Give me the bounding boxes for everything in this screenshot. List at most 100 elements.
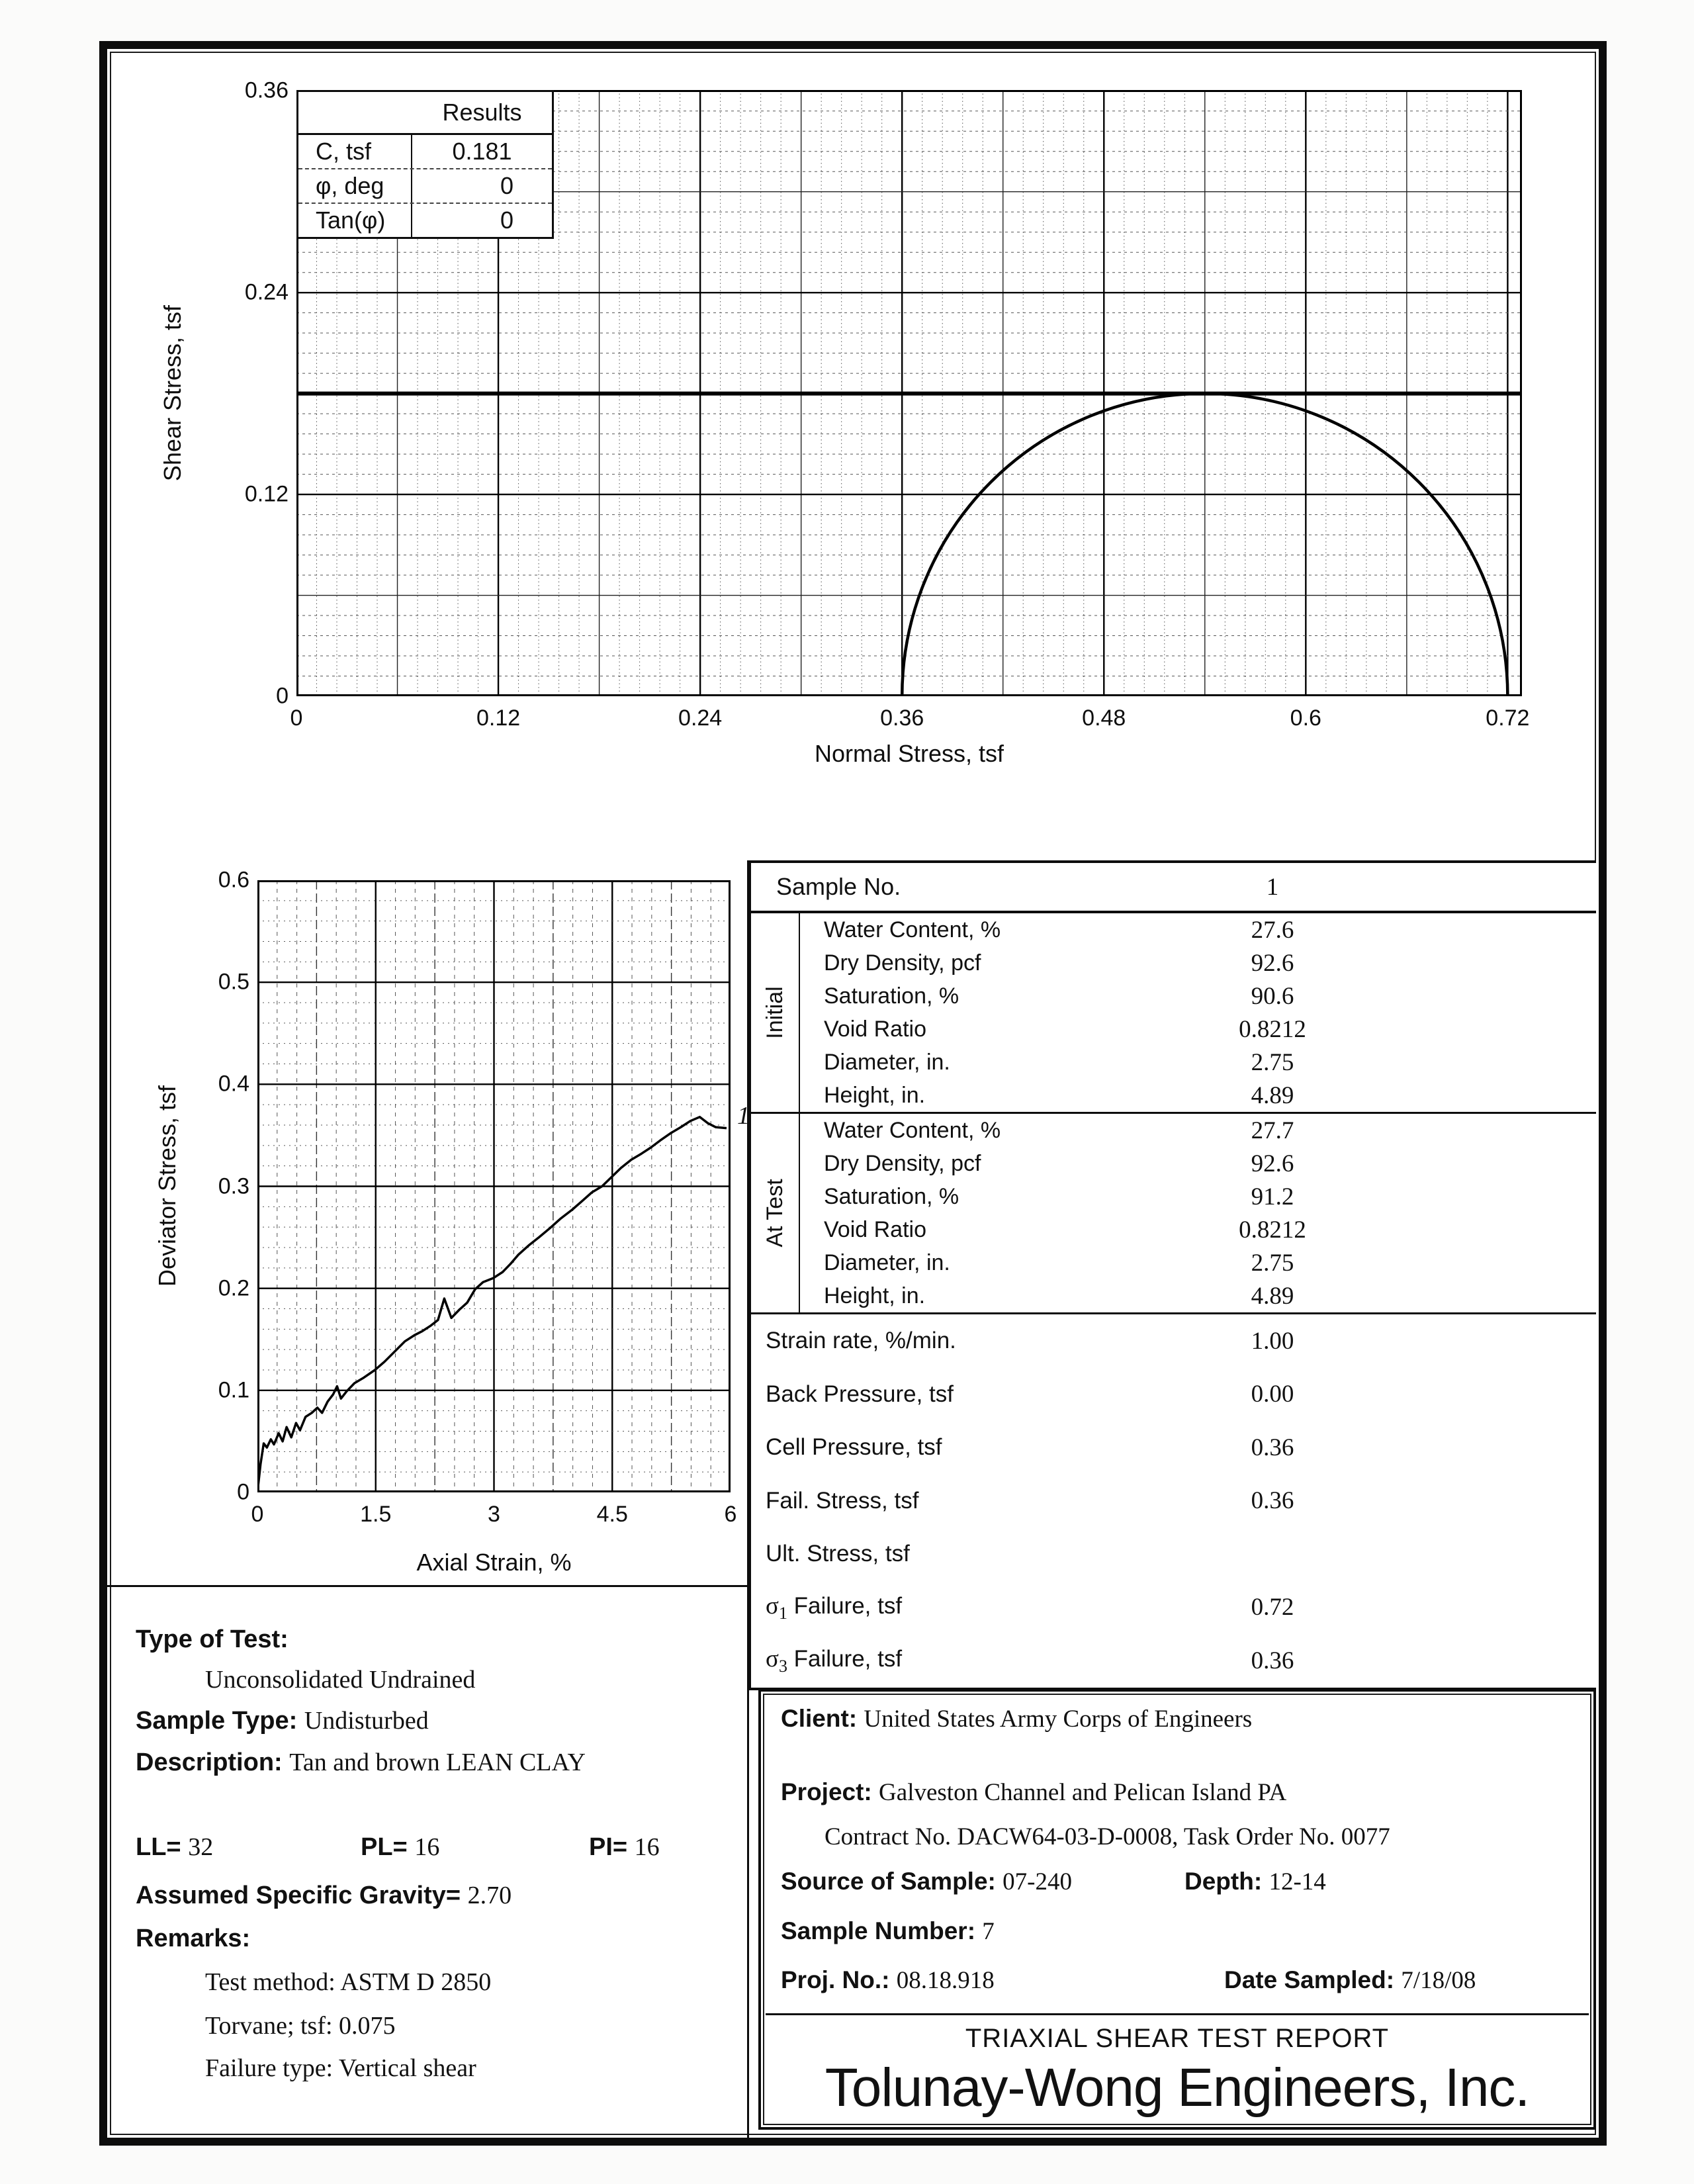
group-name-cell: Initial <box>751 913 800 1112</box>
parameter-value: 0.36 <box>1251 1647 1294 1674</box>
remark-failure-type: Failure type: Vertical shear <box>205 2054 476 2082</box>
test-parameter-row: σ1 Failure, tsf 0.72 <box>751 1581 1596 1635</box>
sample-property-row: Dry Density, pcf 92.6 <box>800 946 1596 979</box>
property-value: 91.2 <box>1251 1183 1294 1210</box>
sample-property-row: Saturation, % 91.2 <box>800 1180 1596 1213</box>
sample-no-value: 1 <box>1266 873 1279 901</box>
phi-label: φ, deg <box>298 169 412 203</box>
sample-type-line: Sample Type: Undisturbed <box>136 1707 429 1735</box>
parameter-label: σ3 Failure, tsf <box>766 1645 903 1676</box>
remark-test-method: Test method: ASTM D 2850 <box>205 1968 492 1996</box>
property-label: Void Ratio <box>824 1016 926 1042</box>
stress-strain-chart <box>257 880 731 1492</box>
property-label: Diameter, in. <box>824 1250 950 1275</box>
project-line: Project: Galveston Channel and Pelican I… <box>781 1778 1287 1806</box>
client-line: Client: United States Army Corps of Engi… <box>781 1705 1253 1733</box>
property-value: 4.89 <box>1251 1081 1294 1109</box>
sample-property-row: Diameter, in. 2.75 <box>800 1246 1596 1279</box>
phi-value: 0 <box>500 172 513 199</box>
sample-property-row: Dry Density, pcf 92.6 <box>800 1147 1596 1180</box>
ll-pair: LL= 32 <box>136 1833 214 1861</box>
test-parameter-row: Fail. Stress, tsf 0.36 <box>751 1475 1596 1528</box>
property-label: Saturation, % <box>824 1183 959 1209</box>
parameter-label: σ1 Failure, tsf <box>766 1592 903 1623</box>
results-header-row: Results <box>298 92 552 135</box>
parameter-label: Ult. Stress, tsf <box>766 1541 910 1567</box>
mohr-y-axis-title: Shear Stress, tsf <box>159 304 186 482</box>
test-parameter-row: Strain rate, %/min. 1.00 <box>751 1314 1596 1368</box>
property-value: 92.6 <box>1251 1150 1294 1177</box>
c-value: 0.181 <box>452 138 512 165</box>
sample-property-row: Saturation, % 90.6 <box>800 979 1596 1013</box>
specific-gravity-line: Assumed Specific Gravity= 2.70 <box>136 1882 512 1909</box>
property-value: 0.8212 <box>1239 1015 1306 1043</box>
strain-x-axis-title: Axial Strain, % <box>416 1549 572 1576</box>
report-title: TRIAXIAL SHEAR TEST REPORT <box>965 2024 1390 2053</box>
property-label: Water Content, % <box>824 917 1001 942</box>
strain-y-tick-label: 0.6 <box>218 867 249 893</box>
proj-no: Proj. No.: 08.18.918 <box>781 1966 995 1994</box>
parameter-value: 0.72 <box>1251 1594 1294 1621</box>
contract-line: Contract No. DACW64-03-D-0008, Task Orde… <box>825 1823 1390 1850</box>
sample-data-table: Sample No. 1 Initial Water Content, % 27.6… <box>749 860 1596 1690</box>
mohr-x-tick-label: 0.12 <box>476 705 521 731</box>
depth: Depth: 12-14 <box>1184 1868 1326 1895</box>
mohr-x-tick-label: 0.48 <box>1082 705 1126 731</box>
parameter-value: 0.36 <box>1251 1487 1294 1515</box>
strain-y-tick-label: 0.2 <box>218 1275 249 1301</box>
mohr-x-tick-label: 0.6 <box>1290 705 1321 731</box>
strain-y-tick-label: 0.4 <box>218 1071 249 1097</box>
sample-property-row: Water Content, % 27.7 <box>800 1114 1596 1147</box>
property-label: Height, in. <box>824 1283 926 1308</box>
strain-x-tick-label: 0 <box>251 1502 264 1527</box>
property-value: 0.8212 <box>1239 1216 1306 1244</box>
results-row-phi: φ, deg 0 <box>298 169 552 204</box>
date-sampled: Date Sampled: 7/18/08 <box>1224 1966 1476 1994</box>
sample-no-label: Sample No. <box>776 873 901 900</box>
description-line: Description: Tan and brown LEAN CLAY <box>136 1749 586 1776</box>
mohr-x-tick-label: 0 <box>290 705 303 731</box>
property-label: Void Ratio <box>824 1216 926 1242</box>
sample-property-row: Height, in. 4.89 <box>800 1279 1596 1312</box>
mohr-x-tick-label: 0.72 <box>1486 705 1530 731</box>
test-info-top-border <box>107 1585 747 1587</box>
test-parameter-row: σ3 Failure, tsf 0.36 <box>751 1634 1596 1688</box>
mohr-y-tick-label: 0 <box>276 683 289 709</box>
sample-property-row: Water Content, % 27.6 <box>800 913 1596 946</box>
tanphi-label: Tan(φ) <box>298 204 412 237</box>
results-row-c: C, tsf 0.181 <box>298 135 552 169</box>
mohr-y-tick-label: 0.36 <box>244 77 289 103</box>
strain-y-axis-title: Deviator Stress, tsf <box>154 1085 181 1287</box>
property-label: Height, in. <box>824 1082 926 1108</box>
parameter-value: 1.00 <box>1251 1327 1294 1355</box>
type-of-test-value: Unconsolidated Undrained <box>205 1666 476 1694</box>
results-table: Results C, tsf 0.181 φ, deg 0 Tan(φ) 0 <box>296 90 554 239</box>
sample-property-row: Diameter, in. 2.75 <box>800 1046 1596 1079</box>
sample-property-row: Void Ratio 0.8212 <box>800 1213 1596 1246</box>
title-divider-line <box>766 2013 1589 2015</box>
source-of-sample: Source of Sample: 07-240 <box>781 1868 1072 1895</box>
c-label: C, tsf <box>298 135 412 168</box>
property-label: Diameter, in. <box>824 1049 950 1075</box>
parameter-label: Strain rate, %/min. <box>766 1328 956 1354</box>
group-name-label: At Test <box>762 1179 787 1248</box>
test-parameter-row: Cell Pressure, tsf 0.36 <box>751 1421 1596 1475</box>
strain-x-tick-label: 6 <box>724 1502 737 1527</box>
strain-x-tick-label: 3 <box>488 1502 500 1527</box>
remarks-label: Remarks: <box>136 1925 251 1952</box>
parameter-label: Fail. Stress, tsf <box>766 1487 919 1514</box>
property-label: Dry Density, pcf <box>824 950 981 976</box>
property-value: 27.7 <box>1251 1116 1294 1144</box>
property-value: 92.6 <box>1251 949 1294 977</box>
group-name-cell: At Test <box>751 1114 800 1312</box>
sample-number-line: Sample Number: 7 <box>781 1917 995 1945</box>
sample-property-row: Height, in. 4.89 <box>800 1079 1596 1112</box>
parameter-value: 0.36 <box>1251 1433 1294 1461</box>
property-label: Saturation, % <box>824 983 959 1009</box>
left-right-divider-line <box>747 860 749 2138</box>
company-name: Tolunay-Wong Engineers, Inc. <box>825 2058 1530 2118</box>
sample-group-at-test: At Test Water Content, % 27.7 Dry Density, … <box>751 1114 1596 1314</box>
curve-series-label: 1 <box>737 1102 750 1130</box>
property-value: 4.89 <box>1251 1282 1294 1310</box>
